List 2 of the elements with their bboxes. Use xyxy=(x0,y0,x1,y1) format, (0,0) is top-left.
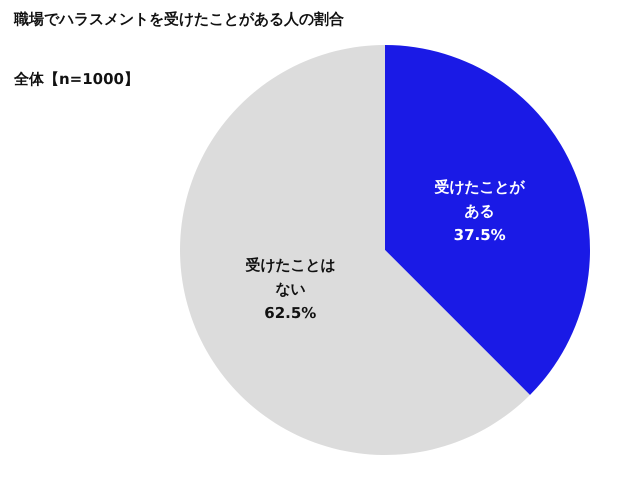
title: 職場でハラスメントを受けたことがある人の割合 xyxy=(14,10,344,29)
subtitle: 全体【n=1000】 xyxy=(14,70,139,89)
